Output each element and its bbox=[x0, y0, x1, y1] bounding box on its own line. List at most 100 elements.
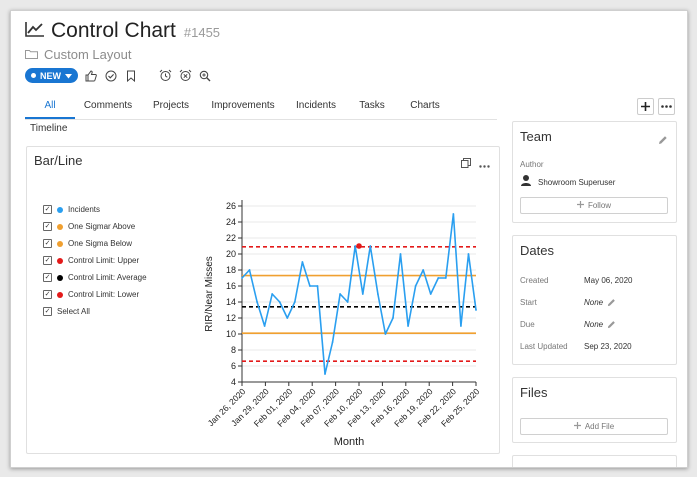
date-value[interactable]: None bbox=[584, 298, 604, 307]
check-circle-icon[interactable] bbox=[104, 69, 118, 83]
date-label: Due bbox=[520, 320, 535, 329]
checkbox[interactable]: ✓ bbox=[43, 222, 52, 231]
data-point bbox=[444, 277, 447, 279]
zoom-icon[interactable] bbox=[198, 69, 212, 83]
checkbox[interactable]: ✓ bbox=[43, 307, 52, 316]
more-dots-icon bbox=[661, 105, 672, 108]
data-point bbox=[301, 261, 304, 263]
more-button[interactable] bbox=[658, 98, 675, 115]
data-point bbox=[399, 253, 402, 255]
chart-card: Bar/Line bbox=[26, 146, 500, 454]
tab-timeline[interactable]: Timeline bbox=[30, 123, 68, 134]
data-point bbox=[422, 269, 425, 271]
checkbox[interactable]: ✓ bbox=[43, 205, 52, 214]
checkbox[interactable]: ✓ bbox=[43, 239, 52, 248]
legend-item-sigma-below[interactable]: ✓ One Sigma Below bbox=[43, 235, 147, 252]
checkbox[interactable]: ✓ bbox=[43, 256, 52, 265]
date-row-created: Created May 06, 2020 bbox=[520, 276, 632, 285]
y-tick-label: 4 bbox=[231, 377, 236, 387]
tab-all[interactable]: All bbox=[25, 95, 75, 119]
data-point bbox=[316, 285, 319, 287]
thumbs-up-icon[interactable] bbox=[84, 69, 98, 83]
legend-item-average[interactable]: ✓ Control Limit: Average bbox=[43, 269, 147, 286]
legend-item-lower-limit[interactable]: ✓ Control Limit: Lower bbox=[43, 286, 147, 303]
y-tick-label: 12 bbox=[226, 313, 236, 323]
legend-label: Incidents bbox=[68, 205, 101, 214]
tab-incidents[interactable]: Incidents bbox=[295, 100, 337, 111]
data-point bbox=[256, 301, 258, 303]
chart-card-title: Bar/Line bbox=[34, 153, 83, 168]
add-file-label: Add File bbox=[584, 422, 615, 431]
data-point bbox=[248, 269, 251, 271]
y-tick-label: 16 bbox=[226, 281, 236, 291]
tab-improvements[interactable]: Improvements bbox=[211, 100, 275, 111]
data-point bbox=[475, 309, 477, 311]
pencil-icon[interactable] bbox=[658, 132, 668, 150]
author-row[interactable]: Showroom Superuser bbox=[520, 173, 615, 191]
alarm-clock-icon[interactable] bbox=[158, 69, 172, 83]
date-label: Start bbox=[520, 298, 537, 307]
legend-item-select-all[interactable]: ✓ Select All bbox=[43, 303, 147, 320]
plus-icon bbox=[576, 201, 584, 210]
y-tick-label: 22 bbox=[226, 233, 236, 243]
plus-icon bbox=[641, 102, 650, 111]
tab-divider bbox=[25, 119, 497, 120]
legend-item-sigma-above[interactable]: ✓ One Sigmar Above bbox=[43, 218, 147, 235]
data-point bbox=[384, 333, 387, 335]
app-window: Control Chart #1455 Custom Layout NEW bbox=[10, 10, 688, 468]
status-dropdown[interactable]: NEW bbox=[25, 68, 78, 83]
data-point bbox=[460, 325, 462, 327]
copy-icon[interactable] bbox=[461, 155, 471, 173]
date-row-start: Start None bbox=[520, 298, 616, 309]
record-id: #1455 bbox=[183, 24, 221, 40]
date-value[interactable]: None bbox=[584, 320, 604, 329]
checkbox[interactable]: ✓ bbox=[43, 290, 52, 299]
data-point bbox=[346, 301, 349, 303]
pencil-icon[interactable] bbox=[607, 320, 616, 331]
legend-dot bbox=[57, 257, 63, 264]
data-point bbox=[452, 213, 455, 215]
more-dots-icon[interactable] bbox=[479, 155, 490, 173]
plus-icon bbox=[573, 422, 581, 431]
bookmark-icon[interactable] bbox=[124, 69, 138, 83]
legend-label: Control Limit: Upper bbox=[68, 256, 140, 265]
legend-item-upper-limit[interactable]: ✓ Control Limit: Upper bbox=[43, 252, 147, 269]
data-point bbox=[361, 293, 364, 295]
add-file-button[interactable]: Add File bbox=[520, 418, 668, 435]
legend-dot bbox=[57, 223, 63, 230]
data-point bbox=[407, 325, 409, 327]
legend-item-incidents[interactable]: ✓ Incidents bbox=[43, 201, 147, 218]
y-tick-label: 8 bbox=[231, 345, 236, 355]
y-tick-label: 14 bbox=[226, 297, 236, 307]
legend-label: Select All bbox=[57, 307, 90, 316]
y-tick-label: 24 bbox=[226, 217, 236, 227]
status-dot-icon bbox=[31, 73, 36, 78]
data-point bbox=[467, 253, 470, 255]
team-title: Team bbox=[520, 129, 552, 144]
pencil-icon[interactable] bbox=[607, 298, 616, 309]
data-point bbox=[429, 293, 432, 295]
chevron-down-icon bbox=[65, 71, 72, 81]
dates-title: Dates bbox=[520, 243, 554, 258]
data-point bbox=[369, 245, 372, 247]
dates-card: Dates Created May 06, 2020 Start None Du… bbox=[512, 235, 677, 365]
data-point bbox=[309, 285, 311, 287]
author-name: Showroom Superuser bbox=[538, 177, 616, 187]
date-row-due: Due None bbox=[520, 320, 616, 331]
layout-selector[interactable]: Custom Layout bbox=[25, 47, 131, 62]
tab-comments[interactable]: Comments bbox=[83, 100, 133, 111]
tab-projects[interactable]: Projects bbox=[152, 100, 190, 111]
tab-tasks[interactable]: Tasks bbox=[359, 100, 385, 111]
author-label: Author bbox=[520, 160, 544, 169]
alarm-off-icon[interactable] bbox=[178, 69, 192, 83]
data-point bbox=[339, 293, 342, 295]
checkbox[interactable]: ✓ bbox=[43, 273, 52, 282]
data-point bbox=[376, 293, 379, 295]
tab-charts[interactable]: Charts bbox=[410, 100, 440, 111]
layout-name: Custom Layout bbox=[44, 47, 132, 62]
toolbar: NEW bbox=[25, 68, 212, 83]
data-point bbox=[324, 373, 326, 375]
legend-label: One Sigma Below bbox=[68, 239, 133, 248]
follow-button[interactable]: Follow bbox=[520, 197, 668, 214]
add-button[interactable] bbox=[637, 98, 654, 115]
